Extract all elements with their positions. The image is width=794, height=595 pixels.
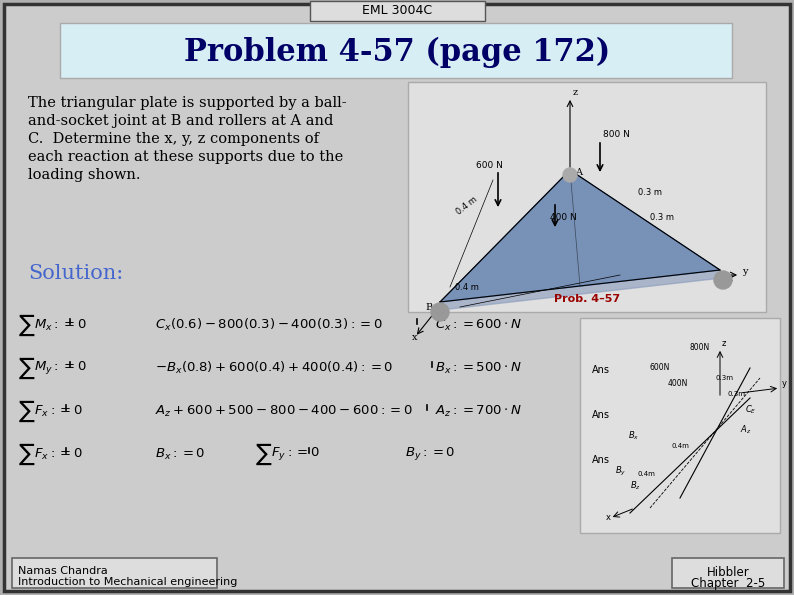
Text: $\sum$: $\sum$ — [18, 441, 36, 466]
Text: y: y — [742, 267, 747, 276]
Text: 0.4m: 0.4m — [672, 443, 690, 449]
Text: 0.4 m: 0.4 m — [455, 195, 480, 217]
FancyBboxPatch shape — [12, 558, 217, 588]
Text: $\sum$: $\sum$ — [18, 312, 36, 337]
Text: Problem 4-57 (page 172): Problem 4-57 (page 172) — [184, 36, 610, 68]
Text: $\sum$: $\sum$ — [255, 441, 272, 466]
Text: and-socket joint at B and rollers at A and: and-socket joint at B and rollers at A a… — [28, 114, 333, 128]
FancyBboxPatch shape — [580, 318, 780, 533]
Circle shape — [431, 303, 449, 321]
FancyBboxPatch shape — [60, 23, 732, 78]
Text: Chapter  2-5: Chapter 2-5 — [691, 577, 765, 590]
FancyBboxPatch shape — [4, 4, 790, 591]
Text: y: y — [782, 379, 787, 388]
Text: $M_x := 0$: $M_x := 0$ — [34, 318, 87, 333]
Text: 0.3m: 0.3m — [715, 375, 733, 381]
Text: 0.4 m: 0.4 m — [455, 283, 479, 292]
Text: $F_y := 0$: $F_y := 0$ — [271, 446, 320, 462]
FancyBboxPatch shape — [310, 1, 485, 21]
Text: $\sum$: $\sum$ — [18, 398, 36, 424]
Text: $A_z + 600 + 500 - 800 - 400 - 600 := 0$: $A_z + 600 + 500 - 800 - 400 - 600 := 0$ — [155, 403, 413, 418]
Text: 400N: 400N — [668, 379, 688, 388]
Text: 600 N: 600 N — [476, 161, 503, 170]
Text: $A_z := 700 \cdot N$: $A_z := 700 \cdot N$ — [435, 403, 522, 418]
Text: $C_x := 600 \cdot N$: $C_x := 600 \cdot N$ — [435, 318, 522, 333]
Text: Ans: Ans — [592, 365, 610, 375]
Text: The triangular plate is supported by a ball-: The triangular plate is supported by a b… — [28, 96, 347, 110]
Text: $B_x := 0$: $B_x := 0$ — [155, 446, 206, 462]
Text: $M_y := 0$: $M_y := 0$ — [34, 359, 87, 377]
Text: Namas Chandra: Namas Chandra — [18, 566, 108, 576]
Text: EML 3004C: EML 3004C — [362, 5, 432, 17]
Text: $B_z$: $B_z$ — [630, 479, 641, 491]
Text: $B_y$: $B_y$ — [615, 465, 626, 478]
Text: Solution:: Solution: — [28, 264, 123, 283]
Text: $B_x$: $B_x$ — [628, 429, 639, 441]
Text: 0.4m: 0.4m — [638, 471, 656, 477]
Text: Prob. 4–57: Prob. 4–57 — [554, 294, 620, 304]
Text: loading shown.: loading shown. — [28, 168, 141, 182]
Text: $\sum$: $\sum$ — [18, 355, 36, 381]
Text: $A_z$: $A_z$ — [740, 424, 751, 437]
Text: $-B_x(0.8) + 600(0.4) + 400(0.4) := 0$: $-B_x(0.8) + 600(0.4) + 400(0.4) := 0$ — [155, 360, 393, 376]
Text: z: z — [573, 88, 578, 97]
Polygon shape — [440, 270, 722, 310]
Text: $C_x(0.6) - 800(0.3) - 400(0.3) := 0$: $C_x(0.6) - 800(0.3) - 400(0.3) := 0$ — [155, 317, 383, 333]
Text: z: z — [722, 339, 727, 348]
Text: 600N: 600N — [650, 363, 670, 372]
Circle shape — [563, 168, 577, 182]
Text: 0.3m: 0.3m — [728, 391, 746, 397]
Text: A: A — [575, 168, 582, 177]
Text: each reaction at these supports due to the: each reaction at these supports due to t… — [28, 150, 343, 164]
Text: Introduction to Mechanical engineering: Introduction to Mechanical engineering — [18, 577, 237, 587]
Text: 0.3 m: 0.3 m — [650, 213, 674, 222]
Text: $C_E$: $C_E$ — [745, 404, 757, 416]
Text: $F_x := 0$: $F_x := 0$ — [34, 403, 83, 418]
FancyBboxPatch shape — [672, 558, 784, 588]
Text: 800N: 800N — [690, 343, 711, 352]
Text: C.  Determine the x, y, z components of: C. Determine the x, y, z components of — [28, 132, 319, 146]
Text: $B_x := 500 \cdot N$: $B_x := 500 \cdot N$ — [435, 361, 522, 375]
Text: 0.3 m: 0.3 m — [638, 188, 662, 197]
Text: $B_y := 0$: $B_y := 0$ — [405, 446, 455, 462]
Text: Ans: Ans — [592, 410, 610, 420]
Text: Ans: Ans — [592, 455, 610, 465]
FancyBboxPatch shape — [408, 82, 766, 312]
Circle shape — [714, 271, 732, 289]
Text: C: C — [725, 275, 732, 284]
Polygon shape — [440, 170, 720, 302]
Text: 400 N: 400 N — [550, 213, 576, 222]
Text: Hibbler: Hibbler — [707, 566, 750, 579]
Text: x: x — [412, 333, 418, 342]
Text: B: B — [425, 303, 432, 312]
Text: $F_x := 0$: $F_x := 0$ — [34, 446, 83, 462]
Text: x: x — [606, 513, 611, 522]
Text: 800 N: 800 N — [603, 130, 630, 139]
